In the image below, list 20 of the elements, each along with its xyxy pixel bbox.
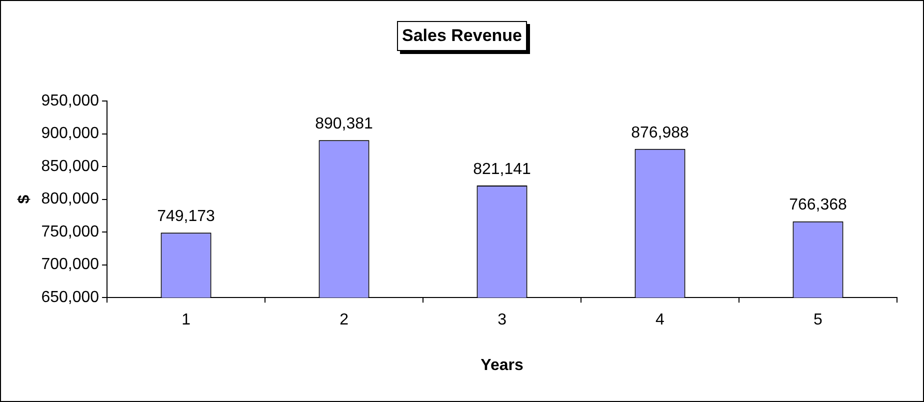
x-axis-title: Years (480, 356, 524, 374)
chart-title: Sales Revenue (396, 21, 527, 51)
y-tick-label: 900,000 (41, 125, 100, 142)
y-tick-label: 950,000 (41, 92, 100, 110)
x-tick-label: 2 (340, 312, 349, 329)
y-tick-label: 800,000 (41, 190, 100, 208)
data-label: 890,381 (315, 115, 374, 132)
y-tick-label: 700,000 (41, 256, 100, 274)
x-tick-label: 3 (498, 312, 507, 329)
x-tick-label: 5 (814, 312, 823, 329)
data-label: 876,988 (631, 124, 690, 142)
data-label: 821,141 (473, 160, 532, 178)
y-tick-label: 850,000 (41, 158, 100, 175)
y-tick-label: 650,000 (41, 289, 100, 306)
x-tick-label: 4 (656, 312, 665, 329)
y-tick-label: 750,000 (41, 223, 100, 240)
data-label: 766,368 (789, 196, 848, 214)
y-axis-title: $ (16, 194, 34, 204)
x-tick-label: 1 (182, 312, 191, 329)
data-label: 749,173 (157, 208, 216, 226)
